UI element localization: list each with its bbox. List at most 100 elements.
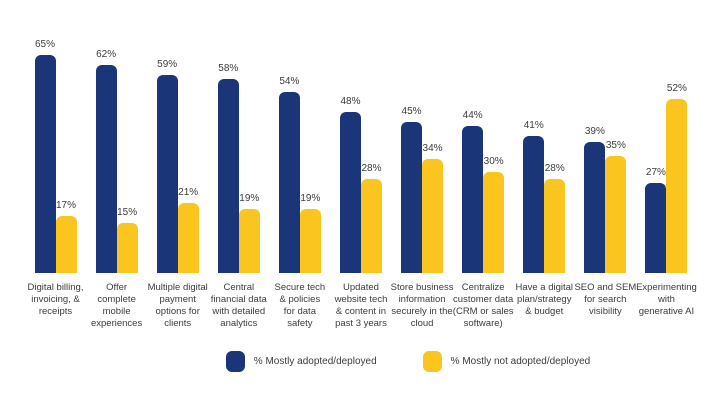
bar-adopted [584,142,606,273]
value-label: 39% [584,126,605,137]
legend-label-adopted: % Mostly adopted/deployed [253,356,377,367]
adopted-column: 45% [401,106,423,273]
value-label: 65% [34,39,55,50]
bar-adopted [401,122,423,273]
bar-group: 48% 28% Updated website tech & content in … [330,20,391,335]
not-adopted-column: 35% [605,140,627,273]
value-label: 59% [157,59,178,70]
category-label: Digital billing, invoicing, & receipts [27,282,84,318]
category-label: Have a digital plan/strategy & budget [515,282,574,318]
adopted-column: 44% [462,110,484,273]
bar-adopted [523,136,545,273]
bar-adopted [156,75,178,273]
category-label: Secure tech & policies for data safety [274,282,326,330]
bar-pair: 39% 35% [584,20,627,273]
bar-group: 65% 17% Digital billing, invoicing, & rece… [25,20,86,335]
adopted-column: 54% [278,76,300,273]
bar-group: 54% 19% Secure tech & policies for data sa… [269,20,330,335]
bar-group: 44% 30% Centralize customer data (CRM or s… [453,20,514,335]
adopted-column: 48% [339,96,361,273]
not-adopted-column: 19% [238,193,260,273]
bar-group: 62% 15% Offer complete mobile experiences [86,20,147,335]
category-label: Central financial data with detailed ana… [210,282,267,330]
value-label: 58% [218,63,239,74]
bar-pair: 48% 28% [339,20,382,273]
value-label: 19% [239,193,260,204]
bar-group: 58% 19% Central financial data with detail… [208,20,269,335]
bar-not-adopted [666,99,688,273]
bar-pair: 54% 19% [278,20,321,273]
value-label: 34% [422,143,443,154]
bar-not-adopted [360,179,382,273]
bar-adopted [217,79,239,273]
bar-pair: 65% 17% [34,20,77,273]
bar-adopted [339,112,361,273]
bar-adopted [34,55,56,273]
adopted-column: 41% [523,120,545,273]
value-label: 48% [340,96,361,107]
value-label: 62% [96,49,117,60]
bar-group: 41% 28% Have a digital plan/strategy & bud… [514,20,575,335]
legend-label-not-adopted: % Mostly not adopted/deployed [450,356,591,367]
adopted-column: 59% [156,59,178,273]
bar-adopted [645,183,667,273]
bar-pair: 41% 28% [523,20,566,273]
bar-not-adopted [55,216,77,273]
bar-group: 27% 52% Experimenting with generative AI [636,20,697,335]
value-label: 17% [55,200,76,211]
bar-not-adopted [238,209,260,273]
category-label: Offer complete mobile experiences [90,282,143,330]
not-adopted-column: 34% [422,143,444,273]
bar-not-adopted [483,172,505,273]
value-label: 41% [523,120,544,131]
bar-pair: 27% 52% [645,20,688,273]
legend: % Mostly adopted/deployed % Mostly not a… [0,351,720,372]
bar-pair: 58% 19% [217,20,260,273]
value-label: 19% [300,193,321,204]
not-adopted-column: 21% [177,187,199,273]
value-label: 54% [279,76,300,87]
bar-not-adopted [116,223,138,273]
adopted-column: 27% [645,167,667,273]
not-adopted-column: 52% [666,83,688,273]
bar-group: 59% 21% Multiple digital payment options f… [147,20,208,335]
not-adopted-column: 19% [299,193,321,273]
adopted-column: 62% [95,49,117,273]
not-adopted-column: 28% [544,163,566,273]
not-adopted-swatch-icon [422,351,442,372]
category-label: Experimenting with generative AI [636,282,697,318]
bar-adopted [278,92,300,273]
bar-not-adopted [299,209,321,273]
legend-item-adopted: % Mostly adopted/deployed [225,351,377,372]
bar-adopted [462,126,484,273]
bar-not-adopted [605,156,627,273]
adopted-column: 58% [217,63,239,273]
bar-adopted [95,65,117,273]
value-label: 21% [178,187,199,198]
adopted-column: 65% [34,39,56,273]
bar-group: 39% 35% SEO and SEM for search visibility [574,20,636,335]
category-label: Store business information securely in t… [390,282,454,330]
bar-pair: 62% 15% [95,20,138,273]
bar-group: 45% 34% Store business information securel… [391,20,454,335]
bar-pair: 59% 21% [156,20,199,273]
bar-not-adopted [422,159,444,273]
category-label: SEO and SEM for search visibility [574,282,637,318]
value-label: 52% [666,83,687,94]
category-label: Centralize customer data (CRM or sales s… [452,282,514,330]
not-adopted-column: 28% [360,163,382,273]
adopted-swatch-icon [225,351,245,372]
value-label: 28% [544,163,565,174]
value-label: 45% [401,106,422,117]
category-label: Updated website tech & content in past 3… [334,282,388,330]
value-label: 15% [117,207,138,218]
legend-item-not-adopted: % Mostly not adopted/deployed [422,351,591,372]
bar-pair: 44% 30% [462,20,505,273]
not-adopted-column: 15% [116,207,138,273]
bar-not-adopted [177,203,199,273]
bar-pair: 45% 34% [401,20,444,273]
not-adopted-column: 30% [483,156,505,273]
value-label: 44% [462,110,483,121]
value-label: 30% [483,156,504,167]
